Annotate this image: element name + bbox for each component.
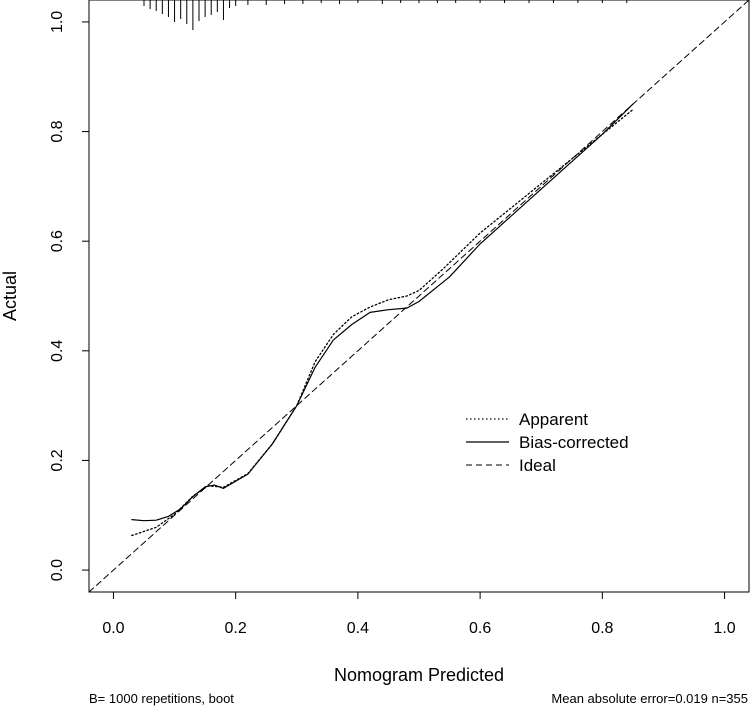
series-line-bias-corrected: [131, 103, 634, 522]
y-tick-label: 0.2: [49, 449, 66, 471]
x-tick-label: 0.4: [347, 620, 369, 637]
series-layer: [88, 0, 750, 593]
x-tick-label: 1.0: [713, 620, 735, 637]
legend-label-ideal: Ideal: [519, 456, 556, 475]
x-axis-title: Nomogram Predicted: [334, 665, 504, 685]
footnote-right: Mean absolute error=0.019 n=355: [551, 691, 748, 706]
legend-label-apparent: Apparent: [519, 410, 588, 429]
series-line-ideal: [88, 0, 750, 593]
y-tick-label: 0.6: [49, 230, 66, 252]
y-axis-title: Actual: [0, 271, 20, 321]
legend: Apparent Bias-corrected Ideal: [466, 410, 629, 475]
x-tick-label: 0.8: [591, 620, 613, 637]
legend-label-bias-corrected: Bias-corrected: [519, 433, 629, 452]
rug-plot: [143, 0, 628, 30]
x-tick-label: 0.2: [225, 620, 247, 637]
x-axis: 0.0 0.2 0.4 0.6 0.8 1.0: [102, 591, 736, 637]
y-tick-label: 0.4: [49, 340, 66, 362]
footnote-left: B= 1000 repetitions, boot: [89, 691, 234, 706]
y-tick-label: 0.0: [49, 559, 66, 581]
y-tick-label: 1.0: [49, 11, 66, 33]
x-tick-label: 0.6: [469, 620, 491, 637]
y-tick-label: 0.8: [49, 120, 66, 142]
x-tick-label: 0.0: [102, 620, 124, 637]
y-axis: 0.0 0.2 0.4 0.6 0.8 1.0: [49, 11, 89, 581]
